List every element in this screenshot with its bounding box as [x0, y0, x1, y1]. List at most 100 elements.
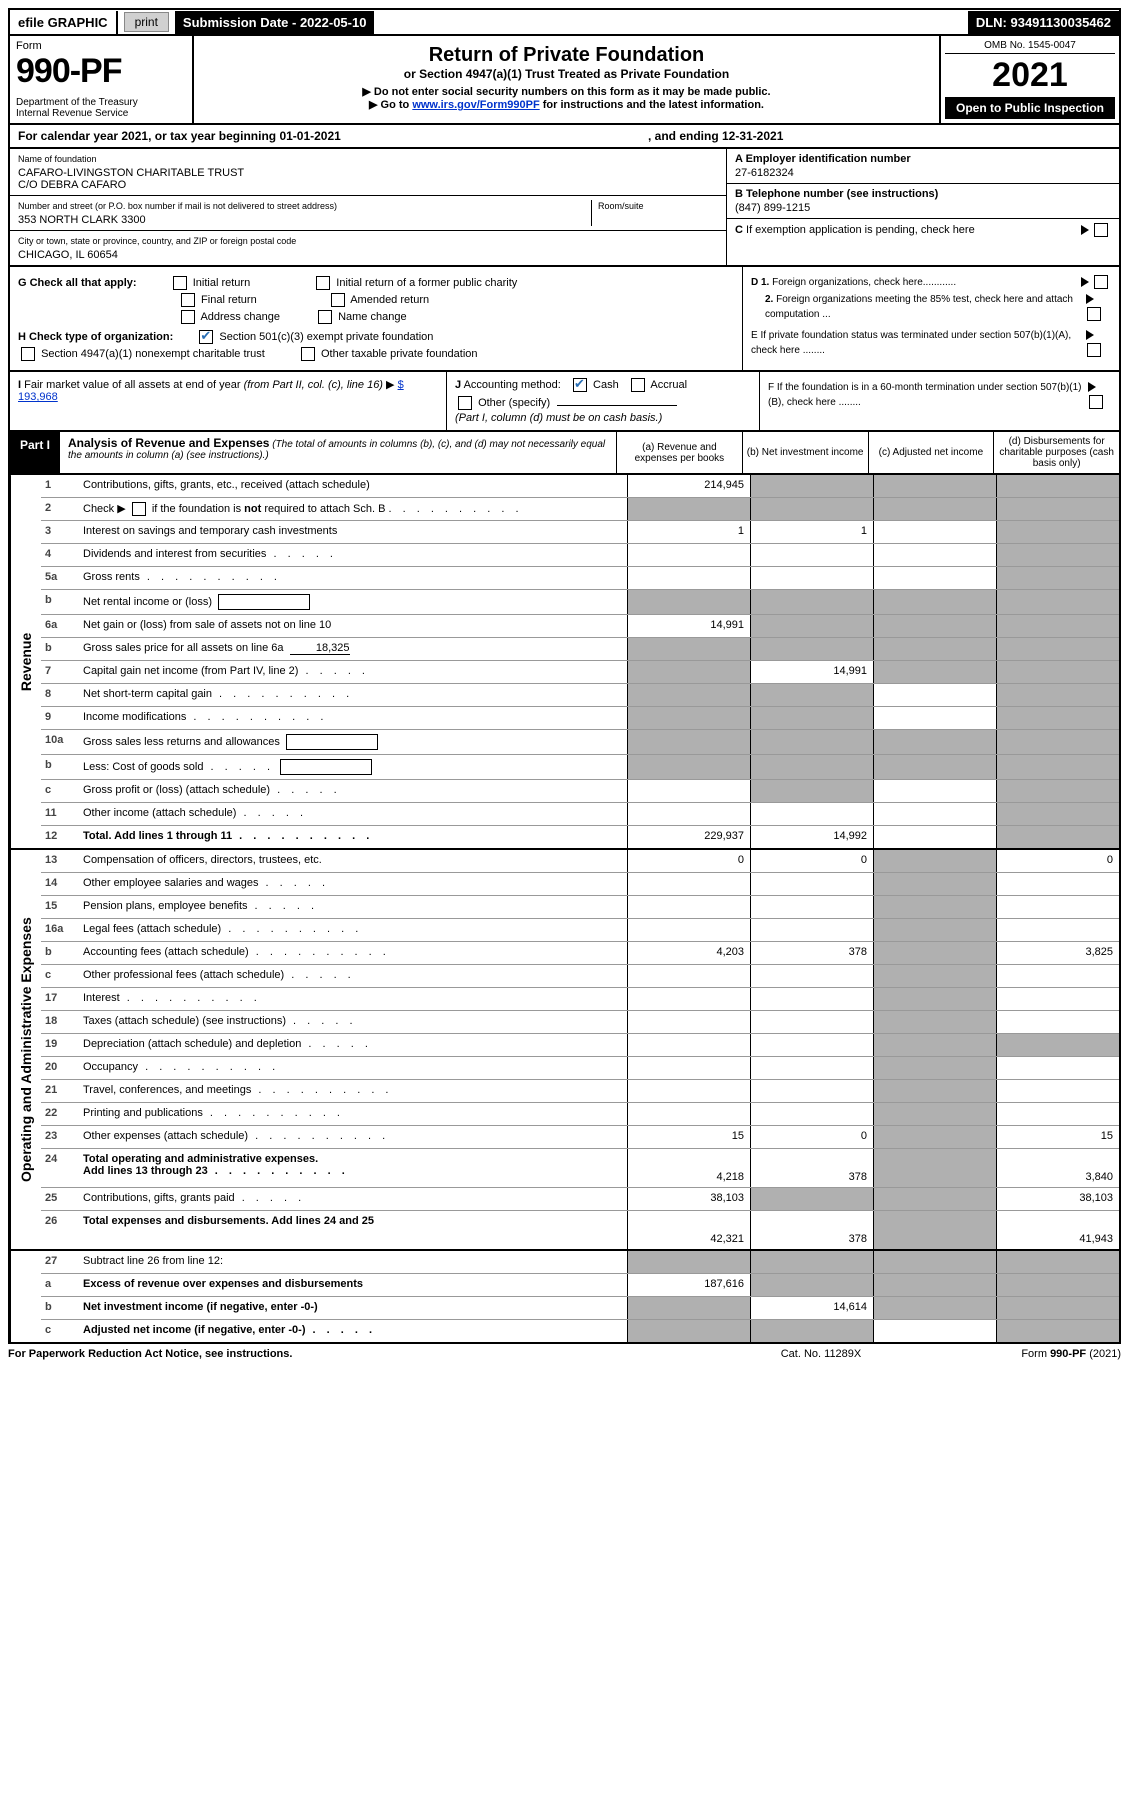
cell-a [627, 1103, 750, 1125]
row-13: 13 Compensation of officers, directors, … [41, 850, 1119, 873]
cell-b [750, 475, 873, 497]
cell-b [750, 590, 873, 614]
cell-b [750, 567, 873, 589]
part1-desc: Analysis of Revenue and Expenses (The to… [60, 432, 616, 473]
cell-a [627, 1034, 750, 1056]
j-cash-checkbox[interactable] [573, 378, 587, 392]
cell-c [873, 707, 996, 729]
d1-label: D 1. Foreign organizations, check here..… [751, 275, 956, 290]
linenum: 7 [41, 661, 79, 683]
form-number: 990-PF [16, 52, 186, 91]
revenue-table: Revenue 1 Contributions, gifts, grants, … [8, 475, 1121, 850]
line27-rows: 27 Subtract line 26 from line 12: a Exce… [41, 1251, 1119, 1342]
h-other-checkbox[interactable] [301, 347, 315, 361]
linedesc: Net short-term capital gain [79, 684, 627, 706]
linedesc: Total. Add lines 1 through 11 [79, 826, 627, 848]
g-address-checkbox[interactable] [181, 310, 195, 324]
d2-checkbox[interactable] [1087, 307, 1101, 321]
cell-d: 3,825 [996, 942, 1119, 964]
d2-item: 2. Foreign organizations meeting the 85%… [751, 292, 1111, 322]
phone-value: (847) 899-1215 [735, 202, 1111, 214]
cell-c [873, 615, 996, 637]
cell-a [627, 498, 750, 520]
j-row: J Accounting method: Cash Accrual [455, 378, 751, 392]
g-row2: Final return Amended return [18, 293, 734, 307]
j-other-checkbox[interactable] [458, 396, 472, 410]
linenum: 25 [41, 1188, 79, 1210]
linedesc: Taxes (attach schedule) (see instruction… [79, 1011, 627, 1033]
cell-d [996, 780, 1119, 802]
cell-c [873, 826, 996, 848]
linenum: 21 [41, 1080, 79, 1102]
r2-checkbox[interactable] [132, 502, 146, 516]
linedesc: Subtract line 26 from line 12: [79, 1251, 627, 1273]
row-24: 24 Total operating and administrative ex… [41, 1149, 1119, 1188]
e-arrow-box [1084, 328, 1111, 358]
linenum: 9 [41, 707, 79, 729]
cell-b [750, 988, 873, 1010]
cell-b: 378 [750, 1211, 873, 1249]
cell-b [750, 1057, 873, 1079]
row-26: 26 Total expenses and disbursements. Add… [41, 1211, 1119, 1249]
g-name-checkbox[interactable] [318, 310, 332, 324]
row-18: 18 Taxes (attach schedule) (see instruct… [41, 1011, 1119, 1034]
c-checkbox[interactable] [1094, 223, 1108, 237]
efile-label: efile GRAPHIC [10, 11, 118, 34]
linenum: 13 [41, 850, 79, 872]
row-2: 2 Check ▶ if the foundation is not requi… [41, 498, 1119, 521]
cell-c [873, 965, 996, 987]
g-amended-checkbox[interactable] [331, 293, 345, 307]
linenum: c [41, 1320, 79, 1342]
cell-a: 0 [627, 850, 750, 872]
name-label: Name of foundation [18, 154, 97, 164]
cell-b [750, 1034, 873, 1056]
linedesc: Interest on savings and temporary cash i… [79, 521, 627, 543]
cell-a [627, 755, 750, 779]
cell-b [750, 498, 873, 520]
header-mid: Return of Private Foundation or Section … [194, 36, 939, 123]
row-12: 12 Total. Add lines 1 through 11 229,937… [41, 826, 1119, 848]
city-label: City or town, state or province, country… [18, 236, 296, 246]
cell-a: 38,103 [627, 1188, 750, 1210]
inner-box [218, 594, 310, 610]
cell-c [873, 1080, 996, 1102]
j-accrual-checkbox[interactable] [631, 378, 645, 392]
row-14: 14 Other employee salaries and wages [41, 873, 1119, 896]
linenum: b [41, 755, 79, 779]
cell-d [996, 1057, 1119, 1079]
i-cell: I Fair market value of all assets at end… [10, 372, 447, 430]
d1-checkbox[interactable] [1094, 275, 1108, 289]
f-arrow-box [1086, 380, 1111, 410]
linedesc: Capital gain net income (from Part IV, l… [79, 661, 627, 683]
dots [305, 1324, 376, 1336]
cell-a [627, 873, 750, 895]
cell-d [996, 521, 1119, 543]
linenum: b [41, 942, 79, 964]
g-former-checkbox[interactable] [316, 276, 330, 290]
h-501c3-checkbox[interactable] [199, 330, 213, 344]
cell-b [750, 638, 873, 660]
h-4947-checkbox[interactable] [21, 347, 35, 361]
cell-a [627, 707, 750, 729]
instructions-link[interactable]: www.irs.gov/Form990PF [412, 99, 539, 111]
cell-b [750, 1103, 873, 1125]
print-button[interactable]: print [124, 12, 169, 32]
e-checkbox[interactable] [1087, 343, 1101, 357]
cell-c [873, 1126, 996, 1148]
cal-begin: For calendar year 2021, or tax year begi… [18, 129, 648, 143]
ijf-block: I Fair market value of all assets at end… [8, 372, 1121, 432]
cell-d [996, 1297, 1119, 1319]
h-opt3-label: Other taxable private foundation [321, 348, 478, 360]
street-value: 353 NORTH CLARK 3300 [18, 214, 591, 226]
g-opt-final: Final return [178, 294, 257, 306]
cell-d: 41,943 [996, 1211, 1119, 1249]
f-checkbox[interactable] [1089, 395, 1103, 409]
i-label: I Fair market value of all assets at end… [18, 379, 395, 391]
g-final-checkbox[interactable] [181, 293, 195, 307]
g-initial-checkbox[interactable] [173, 276, 187, 290]
cell-c [873, 521, 996, 543]
g-h-left: G Check all that apply: Initial return I… [10, 267, 743, 370]
cell-b [750, 803, 873, 825]
linedesc: Other expenses (attach schedule) [79, 1126, 627, 1148]
cell-b: 0 [750, 1126, 873, 1148]
